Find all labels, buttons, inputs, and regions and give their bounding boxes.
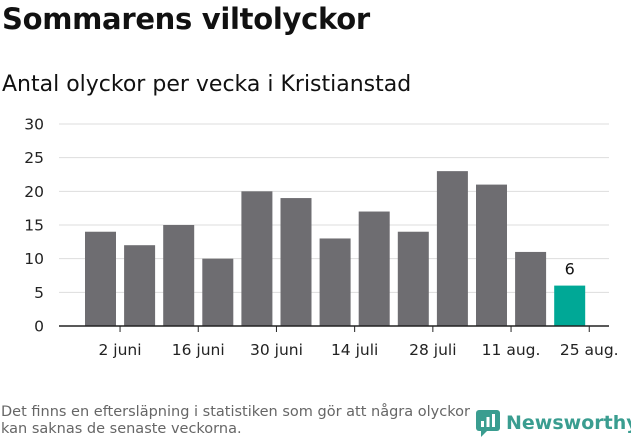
bar-chart: 0 5 10 15 20 25 30 6 2 juni 16 juni 30 juni 14 juli…	[24, 116, 619, 360]
x-tick-label: 16 juni	[172, 341, 225, 359]
x-tick-label: 11 aug.	[482, 341, 541, 359]
chart-subtitle: Antal olyckor per vecka i Kristianstad	[2, 72, 412, 97]
footnote: Det finns en eftersläpning i statistiken…	[1, 404, 470, 437]
bar	[202, 258, 234, 326]
brand-name: Newsworthy	[506, 412, 631, 434]
bar	[436, 171, 468, 326]
brand: Newsworthy	[476, 408, 631, 438]
y-tick-label: 5	[34, 284, 44, 302]
bar	[554, 285, 586, 326]
y-tick-label: 30	[24, 116, 44, 134]
bar	[358, 211, 390, 326]
newsworthy-logo-icon	[476, 410, 500, 437]
chart-title: Sommarens viltolyckor	[2, 2, 370, 36]
y-tick-label: 20	[24, 183, 44, 201]
x-tick-label: 30 juni	[250, 341, 303, 359]
bar	[85, 231, 116, 326]
bar	[124, 245, 156, 326]
y-tick-label: 10	[24, 250, 44, 268]
x-tick-label: 14 juli	[331, 341, 378, 359]
data-label: 6	[565, 260, 575, 279]
y-tick-label: 15	[24, 217, 44, 235]
y-tick-label: 25	[24, 149, 44, 167]
bar	[515, 251, 547, 326]
x-tick-label: 28 juli	[409, 341, 456, 359]
x-tick-label: 25 aug.	[560, 341, 619, 359]
bar	[280, 198, 312, 326]
bar	[476, 184, 507, 326]
bar	[397, 231, 429, 326]
bar	[319, 238, 351, 326]
x-tick-label: 2 juni	[99, 341, 142, 359]
bar	[163, 225, 195, 326]
y-tick-label: 0	[34, 318, 44, 336]
bar	[241, 191, 273, 326]
